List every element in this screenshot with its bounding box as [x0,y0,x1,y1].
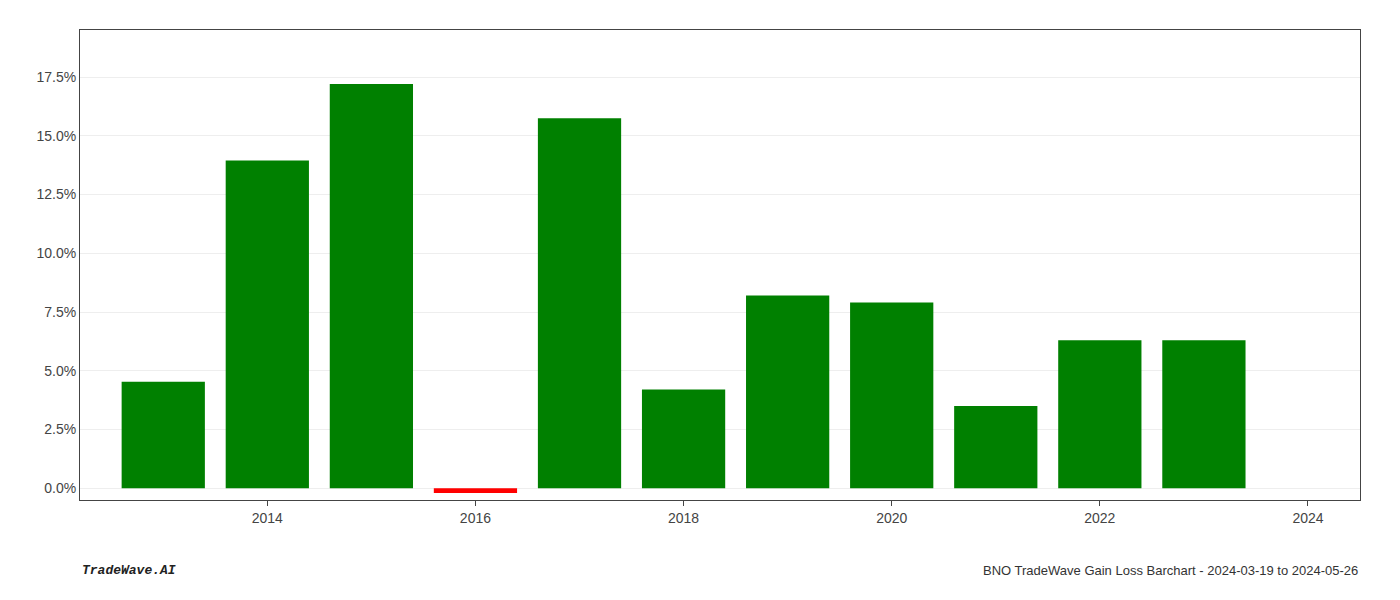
svg-text:12.5%: 12.5% [36,186,76,202]
svg-text:2018: 2018 [668,510,699,526]
svg-text:10.0%: 10.0% [36,245,76,261]
svg-text:0.0%: 0.0% [44,480,76,496]
svg-text:BNO TradeWave Gain Loss Barcha: BNO TradeWave Gain Loss Barchart - 2024-… [983,563,1358,578]
svg-text:2024: 2024 [1292,510,1323,526]
svg-text:2022: 2022 [1084,510,1115,526]
svg-text:TradeWave.AI: TradeWave.AI [82,563,176,578]
svg-text:17.5%: 17.5% [36,69,76,85]
svg-text:7.5%: 7.5% [44,304,76,320]
svg-text:15.0%: 15.0% [36,128,76,144]
svg-text:2016: 2016 [460,510,491,526]
svg-text:5.0%: 5.0% [44,363,76,379]
svg-text:2014: 2014 [252,510,283,526]
svg-text:2020: 2020 [876,510,907,526]
svg-text:2.5%: 2.5% [44,421,76,437]
